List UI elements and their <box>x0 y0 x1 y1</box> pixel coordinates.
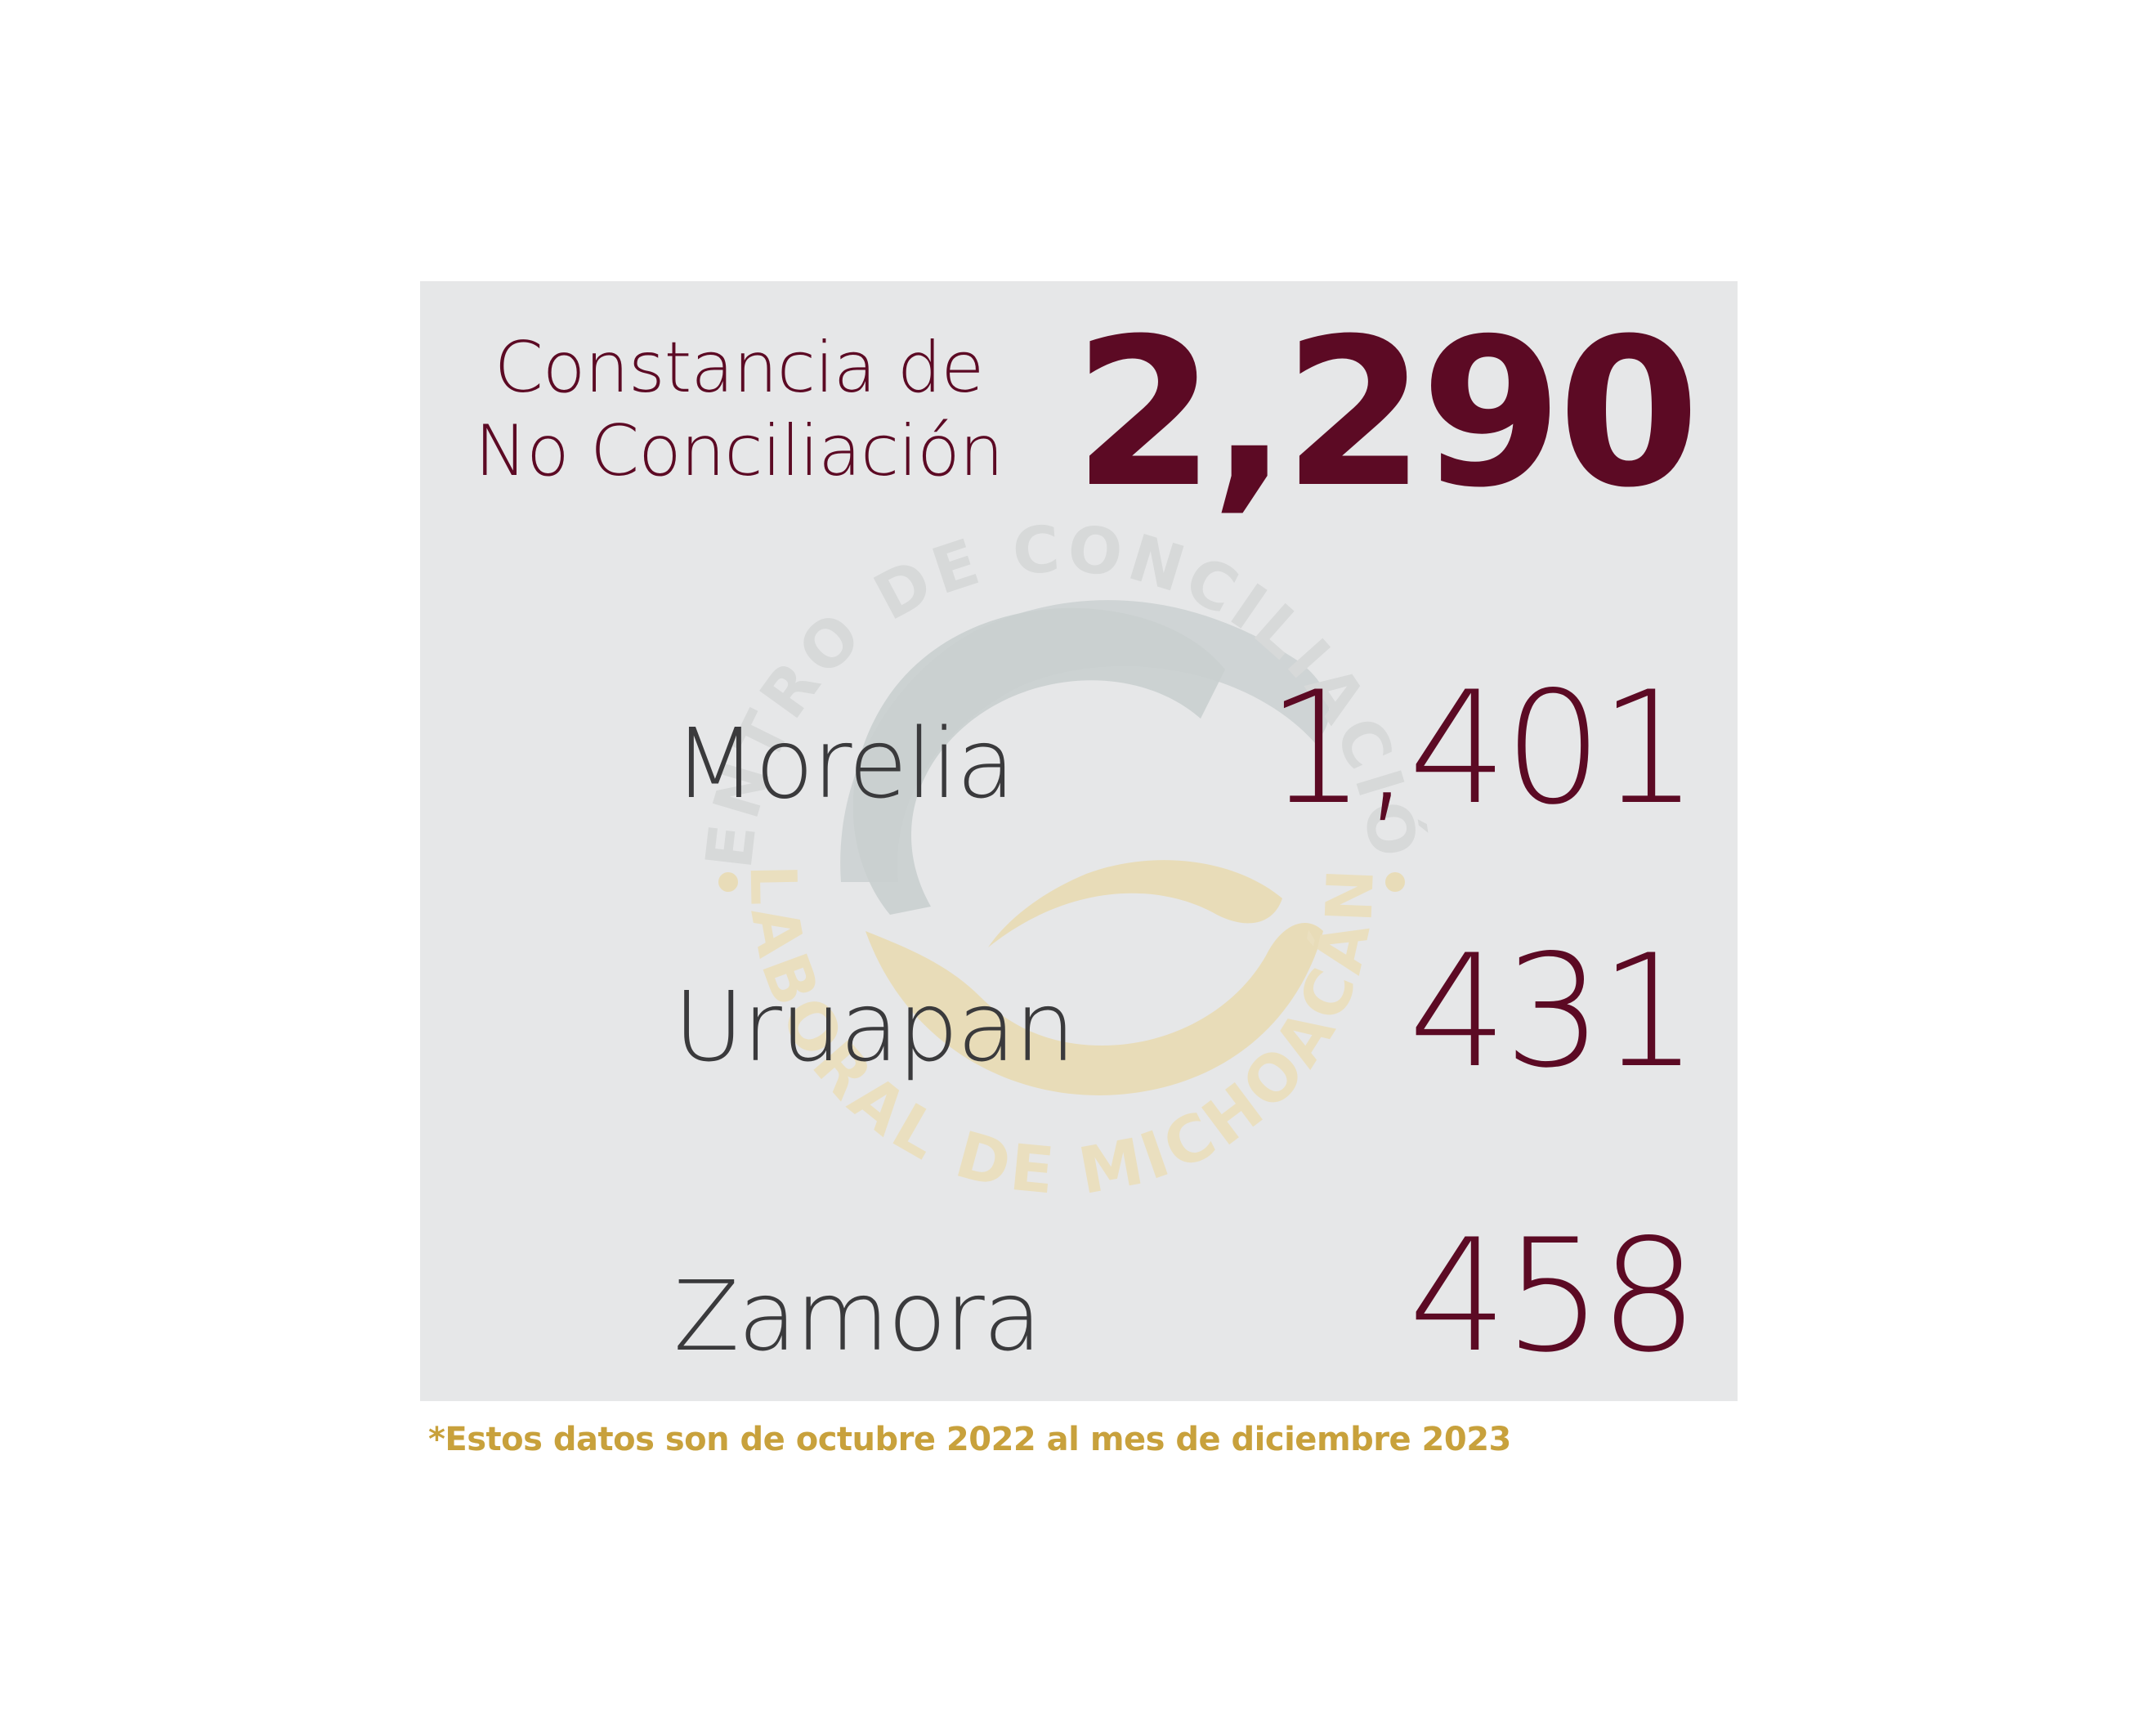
row-value-uruapan: 431 <box>1408 921 1698 1102</box>
page-title: Constancia de No Conciliación <box>453 326 1025 493</box>
total-value: 2,290 <box>1073 294 1700 532</box>
stats-card: CENTRO DE CONCILIACIÓN LABORAL DE MICHOA… <box>420 281 1738 1401</box>
footnote: *Estos datos son de octubre 2022 al mes … <box>428 1421 1511 1458</box>
row-label-uruapan: Uruapan <box>673 970 1076 1083</box>
row-value-zamora: 458 <box>1408 1206 1698 1386</box>
row-value-morelia: 1,401 <box>1267 658 1698 839</box>
row-label-zamora: Zamora <box>673 1260 1042 1373</box>
watermark-seal-logo: CENTRO DE CONCILIACIÓN LABORAL DE MICHOA… <box>628 424 1427 1209</box>
title-line-1: Constancia de <box>494 327 985 409</box>
title-line-2: No Conciliación <box>474 410 1004 492</box>
row-label-morelia: Morelia <box>673 707 1015 820</box>
